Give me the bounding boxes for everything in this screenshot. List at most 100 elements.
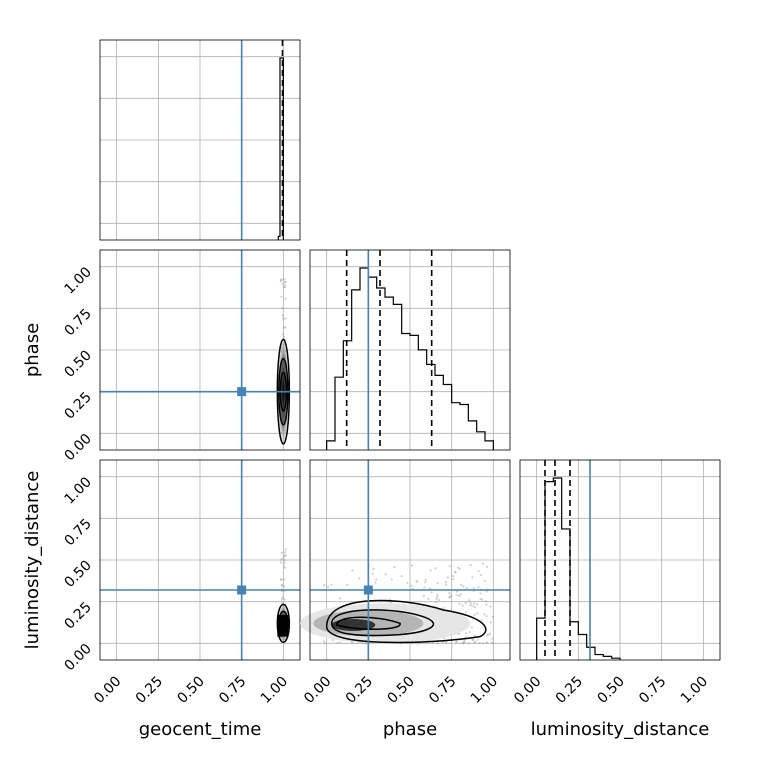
joint-phase-vs-luminosity-distance-point-155: [471, 576, 474, 579]
joint-phase-vs-luminosity-distance-point-113: [469, 604, 472, 607]
joint-phase-vs-luminosity-distance-point-70: [483, 580, 486, 583]
joint-phase-vs-luminosity-distance-point-251: [458, 594, 461, 597]
joint-geocent-time-vs-luminosity-distance-point-7: [283, 585, 286, 588]
joint-geocent-time-vs-luminosity-distance-point-23: [284, 548, 287, 551]
marginal-phase-histogram: [326, 267, 494, 450]
joint-phase-vs-luminosity-distance-xticklabel-1: 0.25: [343, 674, 376, 707]
joint-geocent-time-vs-luminosity-distance-yticklabel-2: 0.50: [61, 558, 94, 591]
joint-phase-vs-luminosity-distance-point-23: [485, 590, 488, 593]
joint-phase-vs-luminosity-distance-point-153: [491, 642, 494, 645]
joint-phase-vs-luminosity-distance-point-229: [445, 583, 448, 586]
joint-phase-vs-luminosity-distance-point-166: [469, 602, 472, 605]
joint-phase-vs-luminosity-distance-point-207: [458, 602, 461, 605]
joint-geocent-time-vs-phase-point-41: [280, 295, 283, 298]
joint-phase-vs-luminosity-distance-point-246: [372, 567, 375, 570]
joint-phase-vs-luminosity-distance-point-197: [479, 592, 482, 595]
joint-phase-vs-luminosity-distance-point-129: [483, 613, 486, 616]
joint-phase-vs-luminosity-distance-point-44: [436, 642, 439, 645]
joint-phase-vs-luminosity-distance-point-151: [476, 612, 479, 615]
joint-geocent-time-vs-phase-truth-marker: [237, 387, 247, 397]
joint-phase-vs-luminosity-distance-point-106: [473, 602, 476, 605]
joint-phase-vs-luminosity-distance-point-245: [453, 571, 456, 574]
joint-geocent-time-vs-phase-yticklabel-1: 0.25: [61, 389, 94, 422]
joint-geocent-time-vs-luminosity-distance-point-53: [283, 578, 286, 581]
joint-phase-vs-luminosity-distance-point-242: [424, 578, 427, 582]
joint-phase-vs-luminosity-distance-point-226: [467, 642, 470, 645]
joint-phase-vs-luminosity-distance-point-227: [479, 597, 482, 601]
joint-phase-vs-luminosity-distance-point-203: [461, 642, 464, 645]
xlabel-phase: phase: [383, 719, 437, 740]
joint-geocent-time-vs-luminosity-distance-point-0: [282, 558, 286, 561]
joint-phase-vs-luminosity-distance-point-237: [450, 594, 453, 597]
joint-geocent-time-vs-luminosity-distance-point-28: [283, 555, 286, 558]
joint-geocent-time-vs-luminosity-distance-yticklabel-3: 0.75: [61, 516, 94, 549]
joint-geocent-time-vs-luminosity-distance-xticklabel-1: 0.25: [133, 674, 166, 707]
joint-geocent-time-vs-phase-point-40: [283, 285, 286, 289]
joint-geocent-time-vs-luminosity-distance-point-43: [283, 598, 286, 601]
joint-phase-vs-luminosity-distance-point-171: [488, 632, 492, 635]
joint-phase-vs-luminosity-distance-point-147: [455, 590, 459, 593]
joint-phase-vs-luminosity-distance-point-85: [338, 597, 342, 600]
joint-phase-vs-luminosity-distance-point-16: [452, 578, 455, 581]
joint-phase-vs-luminosity-distance-point-150: [436, 596, 439, 599]
joint-geocent-time-vs-phase-point-33: [284, 326, 287, 329]
joint-phase-vs-luminosity-distance-point-160: [429, 569, 432, 572]
joint-phase-vs-luminosity-distance-point-42: [484, 600, 487, 603]
joint-phase-vs-luminosity-distance-contour-0: [325, 599, 487, 644]
joint-phase-vs-luminosity-distance-point-100: [331, 638, 334, 642]
joint-geocent-time-vs-phase-yticklabel-3: 0.75: [61, 306, 94, 339]
marginal-luminosity-distance-xticklabel-0: 0.00: [511, 674, 544, 707]
marginal-luminosity-distance-frame: [519, 459, 721, 661]
joint-phase-vs-luminosity-distance-xticklabel-3: 0.75: [426, 674, 459, 707]
joint-phase-vs-luminosity-distance-point-152: [487, 633, 490, 636]
joint-phase-vs-luminosity-distance-point-65: [471, 638, 474, 641]
joint-geocent-time-vs-luminosity-distance-density-core: [277, 615, 289, 637]
joint-phase-vs-luminosity-distance-point-59: [461, 604, 464, 607]
ylabel-phase: phase: [22, 323, 43, 377]
joint-phase-vs-luminosity-distance-point-67: [351, 569, 354, 572]
joint-phase-vs-luminosity-distance-point-40: [446, 576, 449, 579]
joint-geocent-time-vs-luminosity-distance-point-48: [282, 555, 285, 558]
joint-geocent-time-vs-phase-yticklabel-2: 0.50: [61, 348, 94, 381]
joint-phase-vs-luminosity-distance-point-247: [481, 598, 484, 601]
joint-phase-vs-luminosity-distance-point-186: [410, 584, 413, 587]
joint-geocent-time-vs-luminosity-distance-point-56: [283, 550, 286, 554]
joint-phase-vs-luminosity-distance-frame: [309, 459, 511, 661]
joint-phase-vs-luminosity-distance-point-8: [459, 592, 462, 596]
joint-geocent-time-vs-phase: 0.00 0.25 0.50 0.75 1.00: [61, 249, 301, 464]
ylabel-luminosity-distance: luminosity_distance: [22, 471, 43, 650]
joint-geocent-time-vs-phase-point-5: [283, 326, 286, 329]
joint-phase-vs-luminosity-distance-xticklabel-0: 0.00: [301, 674, 334, 707]
joint-geocent-time-vs-luminosity-distance-xticklabel-4: 1.00: [258, 674, 291, 707]
joint-phase-vs-luminosity-distance-point-256: [481, 642, 484, 645]
joint-phase-vs-luminosity-distance-point-211: [358, 577, 361, 580]
joint-geocent-time-vs-phase-point-26: [283, 278, 286, 281]
joint-phase-vs-luminosity-distance-point-172: [454, 570, 457, 574]
joint-geocent-time-vs-luminosity-distance-point-13: [284, 553, 287, 557]
joint-geocent-time-vs-phase-point-12: [284, 317, 287, 320]
marginal-geocent-time: [99, 39, 301, 241]
joint-phase-vs-luminosity-distance-point-14: [427, 597, 430, 600]
joint-phase-vs-luminosity-distance-point-112: [472, 639, 475, 642]
joint-phase-vs-luminosity-distance-hgrid: [310, 476, 510, 644]
joint-geocent-time-vs-luminosity-distance-point-24: [282, 565, 286, 568]
joint-phase-vs-luminosity-distance-point-76: [336, 641, 339, 645]
joint-phase-vs-luminosity-distance-point-170: [472, 605, 475, 608]
marginal-geocent-time-histogram: [277, 57, 284, 240]
joint-geocent-time-vs-luminosity-distance-frame: [99, 459, 301, 661]
joint-phase-vs-luminosity-distance-point-258: [424, 581, 427, 584]
marginal-geocent-time-frame: [99, 39, 301, 241]
marginal-luminosity-distance-xticklabel-1: 0.25: [553, 674, 586, 707]
joint-phase-vs-luminosity-distance-point-56: [464, 636, 467, 639]
joint-phase-vs-luminosity-distance-point-102: [374, 581, 377, 584]
joint-phase-vs-luminosity-distance-point-243: [470, 626, 473, 629]
joint-phase-vs-luminosity-distance-point-210: [435, 597, 438, 600]
joint-geocent-time-vs-luminosity-distance-point-9: [280, 558, 283, 562]
joint-geocent-time-vs-luminosity-distance-point-1: [279, 561, 283, 564]
joint-phase-vs-luminosity-distance-point-93: [322, 584, 326, 587]
joint-phase-vs-luminosity-distance-point-81: [434, 567, 437, 570]
joint-phase-vs-luminosity-distance-point-27: [437, 598, 441, 602]
joint-phase-vs-luminosity-distance-point-123: [422, 594, 425, 597]
joint-phase-vs-luminosity-distance-point-25: [462, 640, 465, 644]
